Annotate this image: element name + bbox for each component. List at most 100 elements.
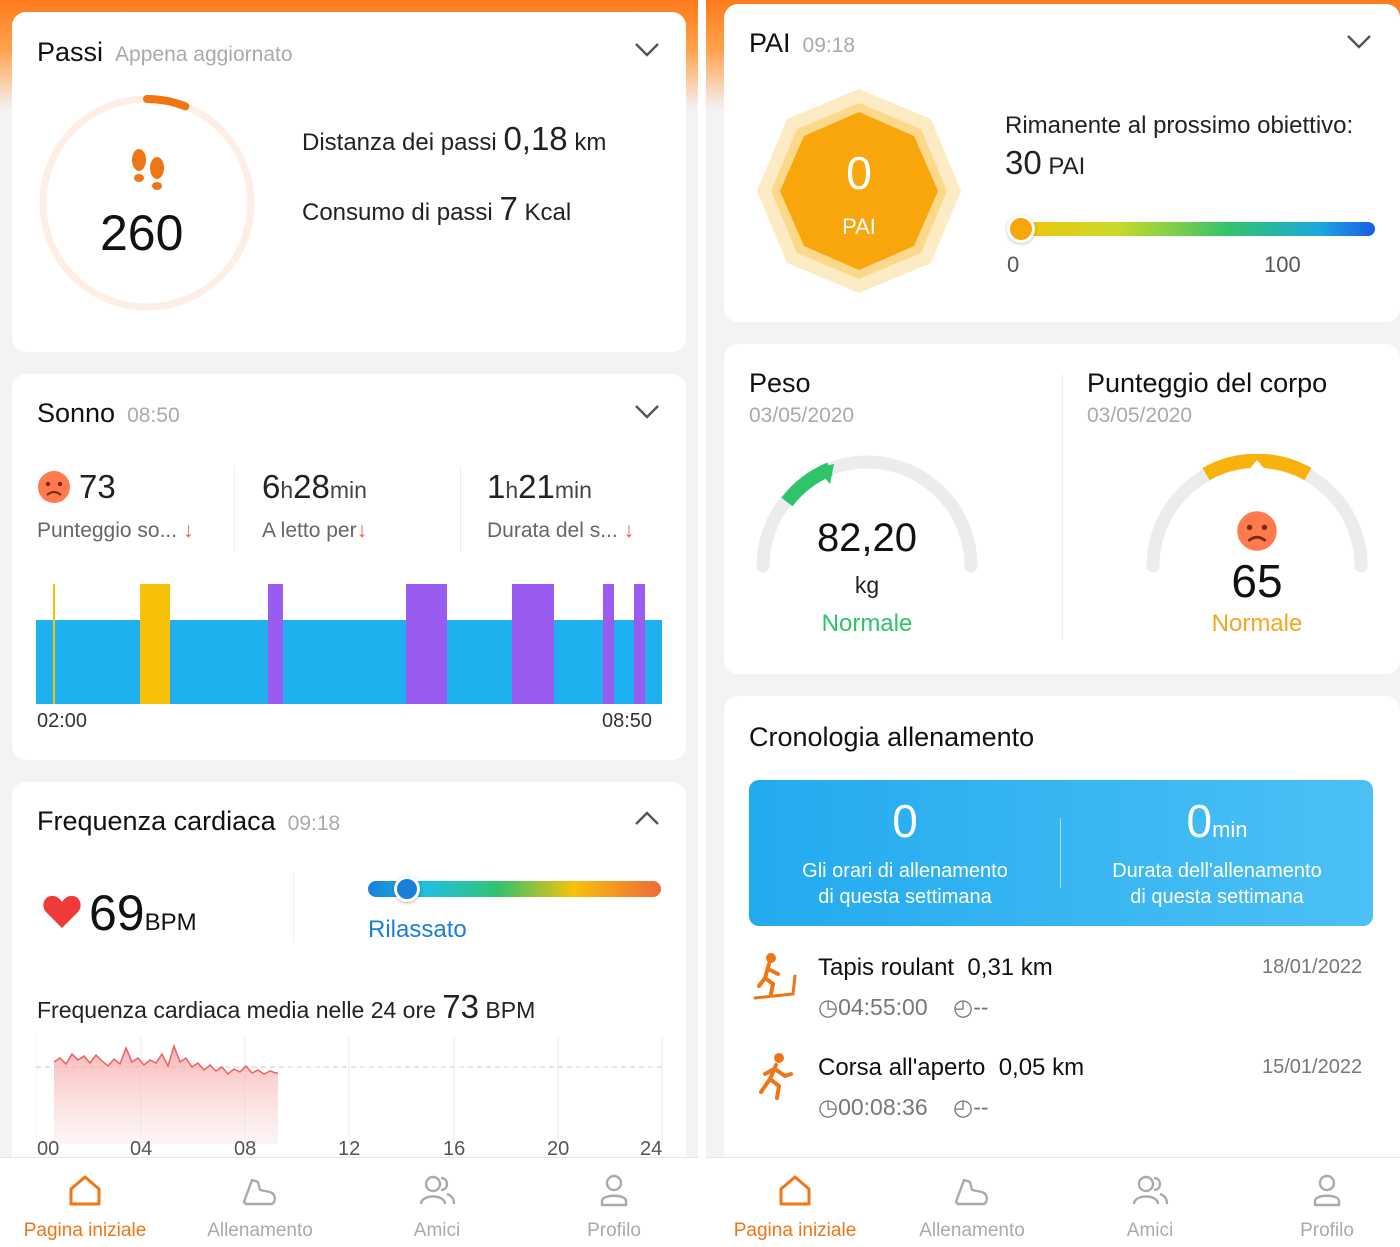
card-title: Frequenza cardiaca bbox=[37, 806, 276, 836]
heart-rate-card[interactable]: Frequenza cardiaca 09:18 69BPM Rilassato … bbox=[12, 782, 686, 1182]
shoe-icon bbox=[954, 1178, 988, 1206]
nav-profile[interactable]: Profilo bbox=[529, 1158, 698, 1247]
sleep-awake-bar bbox=[53, 584, 55, 704]
pace-icon: ◴ bbox=[953, 1094, 974, 1120]
consumption-label: Consumo di passi bbox=[302, 199, 493, 226]
week-duration-label-1: Durata dell'allenamento bbox=[1112, 860, 1322, 882]
chevron-down-icon[interactable] bbox=[634, 398, 660, 424]
pai-title-row: PAI 09:18 bbox=[749, 28, 855, 59]
sleep-score-stat: Punteggio so... ↓ bbox=[37, 519, 193, 543]
unit-h: h bbox=[505, 477, 519, 503]
pai-scale-min: 0 bbox=[1007, 252, 1020, 277]
card-time: 08:50 bbox=[127, 404, 180, 427]
nav-friends[interactable]: Amici bbox=[1065, 1158, 1235, 1247]
steps-ring bbox=[39, 95, 255, 311]
divider bbox=[1062, 374, 1063, 640]
chevron-down-icon[interactable] bbox=[634, 36, 660, 62]
steps-card[interactable]: Passi Appena aggiornato 260 Distanza dei … bbox=[12, 12, 686, 352]
pai-level-marker bbox=[1007, 215, 1035, 243]
deep-stat: Durata del s... ↓ bbox=[487, 519, 634, 543]
nav-workout[interactable]: Allenamento bbox=[887, 1158, 1057, 1247]
pai-scale-max: 100 bbox=[1264, 252, 1301, 277]
distance-label: Distanza dei passi bbox=[302, 129, 497, 156]
pai-remaining-value: 30 bbox=[1005, 144, 1042, 181]
pai-remaining: 30 PAI bbox=[1005, 144, 1085, 182]
nav-workout[interactable]: Allenamento bbox=[175, 1158, 345, 1247]
nav-profile[interactable]: Profilo bbox=[1242, 1158, 1400, 1247]
distance-value: 0,18 bbox=[503, 120, 568, 157]
right-screen: PAI 09:18 0 PAI Rimanente al prossimo obi… bbox=[706, 0, 1400, 1247]
heart-average: Frequenza cardiaca media nelle 24 ore 73… bbox=[37, 988, 535, 1026]
card-title: PAI bbox=[749, 28, 791, 58]
divider bbox=[460, 466, 461, 552]
left-screen: Passi Appena aggiornato 260 Distanza dei … bbox=[0, 0, 698, 1247]
sleep-card[interactable]: Sonno 08:50 73 Punteggio so... ↓ 6h28min … bbox=[12, 374, 686, 760]
profile-icon bbox=[1313, 1174, 1341, 1207]
screen-divider bbox=[698, 0, 706, 1247]
chevron-up-icon[interactable] bbox=[634, 806, 660, 832]
chevron-down-icon[interactable] bbox=[1346, 28, 1372, 54]
workout-item[interactable]: Corsa all'aperto 0,05 km 15/01/2022 ◷00:… bbox=[724, 1046, 1400, 1136]
sleep-deep-bar bbox=[634, 584, 645, 704]
consumption-value: 7 bbox=[499, 190, 518, 227]
workout-duration: 00:08:36 bbox=[838, 1094, 928, 1120]
x-tick: 24 bbox=[640, 1138, 663, 1160]
divider bbox=[1060, 818, 1061, 888]
pai-card[interactable]: PAI 09:18 0 PAI Rimanente al prossimo obi… bbox=[724, 4, 1400, 322]
bed-label: A letto per bbox=[262, 519, 357, 542]
weight-date: 03/05/2020 bbox=[749, 404, 855, 427]
workout-item[interactable]: Tapis roulant 0,31 km 18/01/2022 ◷04:55:… bbox=[724, 946, 1400, 1036]
workout-history-card[interactable]: Cronologia allenamento 0 Gli orari di al… bbox=[724, 696, 1400, 1166]
workout-title: Cronologia allenamento bbox=[749, 722, 1035, 752]
workout-name-row: Corsa all'aperto 0,05 km bbox=[818, 1054, 1084, 1082]
nav-label: Allenamento bbox=[919, 1220, 1025, 1241]
x-tick: 08 bbox=[234, 1138, 257, 1160]
workout-distance: 0,05 km bbox=[998, 1054, 1085, 1081]
body-score-gauge bbox=[1146, 454, 1368, 573]
bpm-unit: BPM bbox=[144, 909, 197, 936]
nav-friends[interactable]: Amici bbox=[352, 1158, 522, 1247]
nav-home[interactable]: Pagina iniziale bbox=[710, 1158, 880, 1247]
steps-count: 260 bbox=[100, 205, 184, 261]
footprints-icon bbox=[132, 149, 164, 190]
body-score-status: Normale bbox=[1211, 610, 1303, 637]
avg-value: 73 bbox=[442, 988, 480, 1025]
body-score-value: 65 bbox=[1231, 555, 1283, 607]
workout-name-row: Tapis roulant 0,31 km bbox=[818, 954, 1053, 982]
arrow-down-icon: ↓ bbox=[182, 519, 194, 542]
steps-progress-arc bbox=[39, 95, 255, 311]
pace-icon: ◴ bbox=[953, 994, 974, 1020]
deep-label: Durata del s... bbox=[487, 519, 618, 542]
heart-rate-chart bbox=[36, 1036, 663, 1144]
nav-home[interactable]: Pagina iniziale bbox=[0, 1158, 170, 1247]
pai-remaining-label: Rimanente al prossimo obiettivo: bbox=[1005, 112, 1354, 139]
week-count-label-2: di questa settimana bbox=[818, 886, 992, 908]
steps-consumption: Consumo di passi 7 Kcal bbox=[302, 190, 571, 228]
week-duration-label-2: di questa settimana bbox=[1130, 886, 1304, 908]
weight-value: 82,20 bbox=[816, 516, 918, 560]
deep-hours: 1 bbox=[487, 468, 506, 505]
body-metrics-card[interactable]: Peso 03/05/2020 82,20 kg Normale Puntegg… bbox=[724, 344, 1400, 674]
unit-h: h bbox=[280, 477, 294, 503]
nav-label: Pagina iniziale bbox=[23, 1220, 147, 1241]
sleep-deep-bar bbox=[603, 584, 614, 704]
sleep-deep-bar bbox=[406, 584, 447, 704]
arrow-down-icon: ↓ bbox=[356, 519, 368, 542]
body-score-date: 03/05/2020 bbox=[1087, 404, 1193, 427]
weight-unit: kg bbox=[854, 572, 880, 598]
heart-rate-value: 69BPM bbox=[89, 884, 197, 942]
sleep-light-bar bbox=[36, 620, 662, 704]
sleep-chart bbox=[36, 584, 662, 704]
x-tick: 20 bbox=[547, 1138, 570, 1160]
workout-date: 15/01/2022 bbox=[1262, 1056, 1363, 1078]
bed-stat: A letto per↓ bbox=[262, 519, 367, 543]
clock-icon: ◷ bbox=[818, 994, 839, 1020]
card-time: 09:18 bbox=[802, 34, 856, 57]
divider bbox=[293, 872, 294, 942]
sleep-start-time: 02:00 bbox=[37, 710, 88, 732]
weekly-summary-banner[interactable]: 0 Gli orari di allenamento di questa set… bbox=[749, 780, 1373, 926]
card-title: Sonno bbox=[37, 398, 116, 428]
sleep-score: 73 bbox=[79, 468, 116, 505]
weight-gauge bbox=[756, 455, 978, 573]
bed-minutes: 28 bbox=[293, 468, 330, 505]
